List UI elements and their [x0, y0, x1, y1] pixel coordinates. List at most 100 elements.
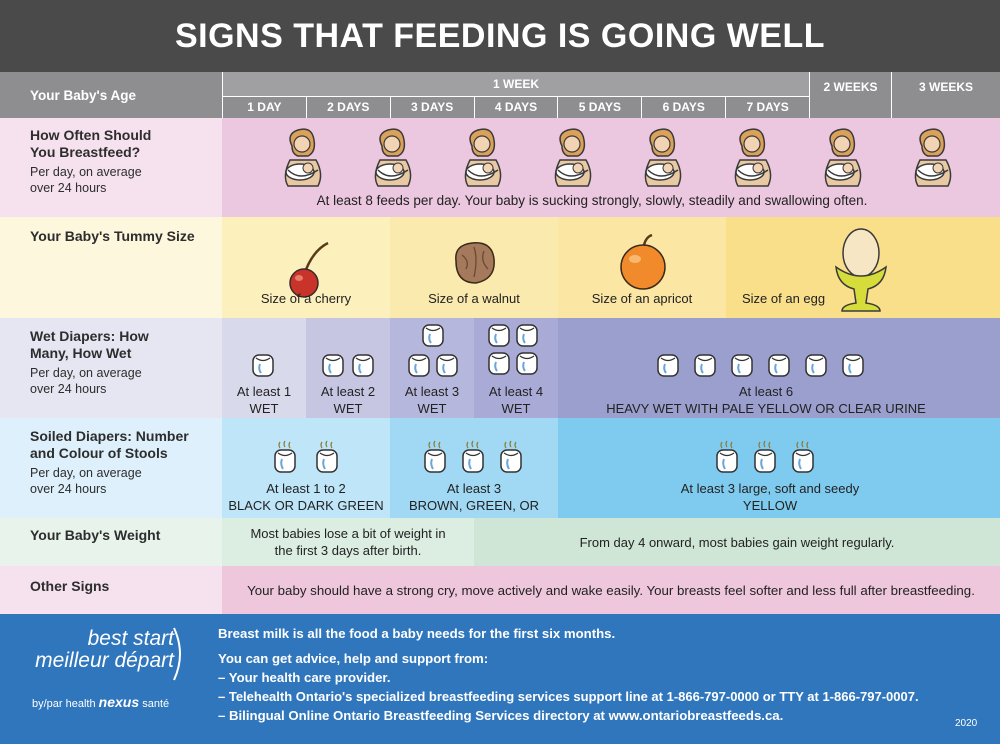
weight-right-cell: From day 4 onward, most babies gain weig…	[474, 518, 1000, 566]
breastfeeding-icons	[278, 126, 958, 190]
logo-line2: meilleur départ	[35, 649, 174, 672]
footer: best start meilleur départ by/par health…	[0, 614, 1000, 744]
other-label-cell: Other Signs	[0, 566, 222, 614]
tummy-walnut-label: Size of a walnut	[428, 291, 520, 306]
wet-title: Wet Diapers: How Many, How Wet	[30, 328, 149, 361]
footer-line-2: You can get advice, help and support fro…	[218, 651, 489, 666]
wet-cell-5-count: At least 6	[738, 384, 794, 399]
footer-year: 2020	[955, 718, 978, 729]
wet-cell-4-desc: WET	[501, 401, 531, 416]
wet-cell-1-desc: WET	[249, 401, 279, 416]
egg-in-cup-icon	[835, 228, 887, 312]
wet-diaper-icon	[488, 352, 510, 375]
feed-subtitle: Per day, on average over 24 hours	[30, 165, 142, 195]
soiled-diaper-icon	[274, 440, 296, 473]
week2-label: 2 WEEKS	[823, 80, 878, 94]
other-content-cell: Your baby should have a strong cry, move…	[222, 566, 1000, 614]
wet-cell-3-count: At least 3	[404, 384, 460, 399]
footer-line-1: Breast milk is all the food a baby needs…	[218, 626, 616, 641]
soiled-title: Soiled Diapers: Number and Colour of Sto…	[30, 428, 189, 461]
diaper-group	[714, 440, 816, 474]
feed-content-cell: At least 8 feeds per day. Your baby is s…	[222, 118, 1000, 217]
soiled-diaper-icon	[462, 440, 484, 473]
soiled-diaper-icon	[754, 440, 776, 473]
wet-diaper-icon	[842, 354, 864, 377]
day-3: 3 DAYS	[389, 96, 474, 118]
wet-subtitle: Per day, on average over 24 hours	[30, 366, 142, 396]
diaper-group	[487, 322, 547, 376]
wet-diaper-icon	[252, 354, 274, 377]
weight-left-text: Most babies lose a bit of weight in the …	[250, 526, 446, 558]
walnut-icon	[455, 242, 495, 284]
wet-cell-3-desc: WET	[417, 401, 447, 416]
breastfeeding-mother-icon	[284, 128, 322, 187]
weight-label-cell: Your Baby's Weight	[0, 518, 222, 566]
breastfeeding-mother-icon	[824, 128, 862, 187]
day-6: 6 DAYS	[641, 96, 726, 118]
weight-left-cell: Most babies lose a bit of weight in the …	[222, 518, 474, 566]
tummy-label-cell: Your Baby's Tummy Size	[0, 217, 222, 318]
wet-cell-2-count: At least 2	[320, 384, 376, 399]
breastfeeding-mother-icon	[464, 128, 502, 187]
wet-diaper-icon	[805, 354, 827, 377]
soiled-label-cell: Soiled Diapers: Number and Colour of Sto…	[0, 418, 222, 518]
wet-diaper-icon	[436, 354, 458, 377]
tummy-egg-cell: Size of an egg	[726, 217, 1000, 318]
wet-cell-2-desc: WET	[333, 401, 363, 416]
wet-cell-3: At least 3 WET	[390, 318, 474, 418]
wet-cell-5: At least 6 HEAVY WET WITH PALE YELLOW OR…	[558, 318, 1000, 418]
feed-text: At least 8 feeds per day. Your baby is s…	[316, 193, 868, 208]
wet-cell-2: At least 2 WET	[306, 318, 390, 418]
tummy-egg-label: Size of an egg	[742, 291, 826, 306]
age-label-cell: Your Baby's Age	[0, 72, 222, 118]
wet-diaper-icon	[352, 354, 374, 377]
wet-diaper-icon	[516, 324, 538, 347]
day-4: 4 DAYS	[473, 96, 558, 118]
soiled-diaper-icon	[500, 440, 522, 473]
other-title: Other Signs	[30, 578, 110, 594]
feed-title: How Often Should You Breastfeed?	[30, 127, 152, 160]
day-5: 5 DAYS	[557, 96, 642, 118]
footer-line-4: – Telehealth Ontario's specialized breas…	[218, 689, 919, 704]
tummy-title: Your Baby's Tummy Size	[30, 228, 195, 244]
footer-text: Breast milk is all the food a baby needs…	[218, 624, 993, 725]
breastfeeding-mother-icon	[734, 128, 772, 187]
logo-line1: best start	[87, 627, 174, 650]
wet-cell-5-desc: HEAVY WET WITH PALE YELLOW OR CLEAR URIN…	[606, 401, 926, 416]
wet-cell-1: At least 1 WET	[222, 318, 306, 418]
soiled-cell-2-count: At least 3	[446, 481, 502, 496]
soiled-diaper-icon	[424, 440, 446, 473]
age-week3-cell: 3 WEEKS	[892, 72, 1000, 118]
tummy-apricot-cell: Size of an apricot	[558, 217, 726, 318]
wet-cell-1-count: At least 1	[236, 384, 292, 399]
wet-diaper-icon	[768, 354, 790, 377]
tummy-walnut-cell: Size of a walnut	[390, 217, 558, 318]
soiled-cell-1: At least 1 to 2 BLACK OR DARK GREEN	[222, 418, 390, 518]
cherry-icon	[289, 241, 329, 298]
tummy-apricot-label: Size of an apricot	[591, 291, 693, 306]
wet-cell-4: At least 4 WET	[474, 318, 558, 418]
footer-line-3: – Your health care provider.	[218, 670, 391, 685]
weight-right-text: From day 4 onward, most babies gain weig…	[579, 534, 895, 550]
logo-nexus: nexus	[98, 694, 140, 710]
breastfeeding-mother-icon	[644, 128, 682, 187]
best-start-logo: best start meilleur départ by/par health…	[32, 627, 194, 718]
soiled-cell-3-count: At least 3 large, soft and seedy	[680, 481, 860, 496]
age-week2-cell: 2 WEEKS	[810, 72, 892, 118]
logo-bracket-icon	[173, 627, 181, 681]
soiled-cell-2: At least 3 BROWN, GREEN, OR YELLOW	[390, 418, 558, 530]
wet-diaper-icon	[657, 354, 679, 377]
day-1: 1 DAY	[222, 96, 306, 118]
age-days-row: 1 DAY 2 DAYS 3 DAYS 4 DAYS 5 DAYS 6 DAYS…	[222, 96, 811, 118]
day-7: 7 DAYS	[725, 96, 811, 118]
wet-label-cell: Wet Diapers: How Many, How Wet Per day, …	[0, 318, 222, 418]
tummy-cherry-label: Size of a cherry	[260, 291, 352, 306]
age-label: Your Baby's Age	[30, 87, 136, 103]
wet-diaper-icon	[322, 354, 344, 377]
soiled-subtitle: Per day, on average over 24 hours	[30, 466, 142, 496]
soiled-cell-3: At least 3 large, soft and seedy YELLOW	[558, 418, 1000, 518]
apricot-icon	[620, 233, 666, 290]
wet-diaper-icon	[408, 354, 430, 377]
other-text: Your baby should have a strong cry, move…	[247, 582, 975, 598]
soiled-diaper-icon	[316, 440, 338, 473]
